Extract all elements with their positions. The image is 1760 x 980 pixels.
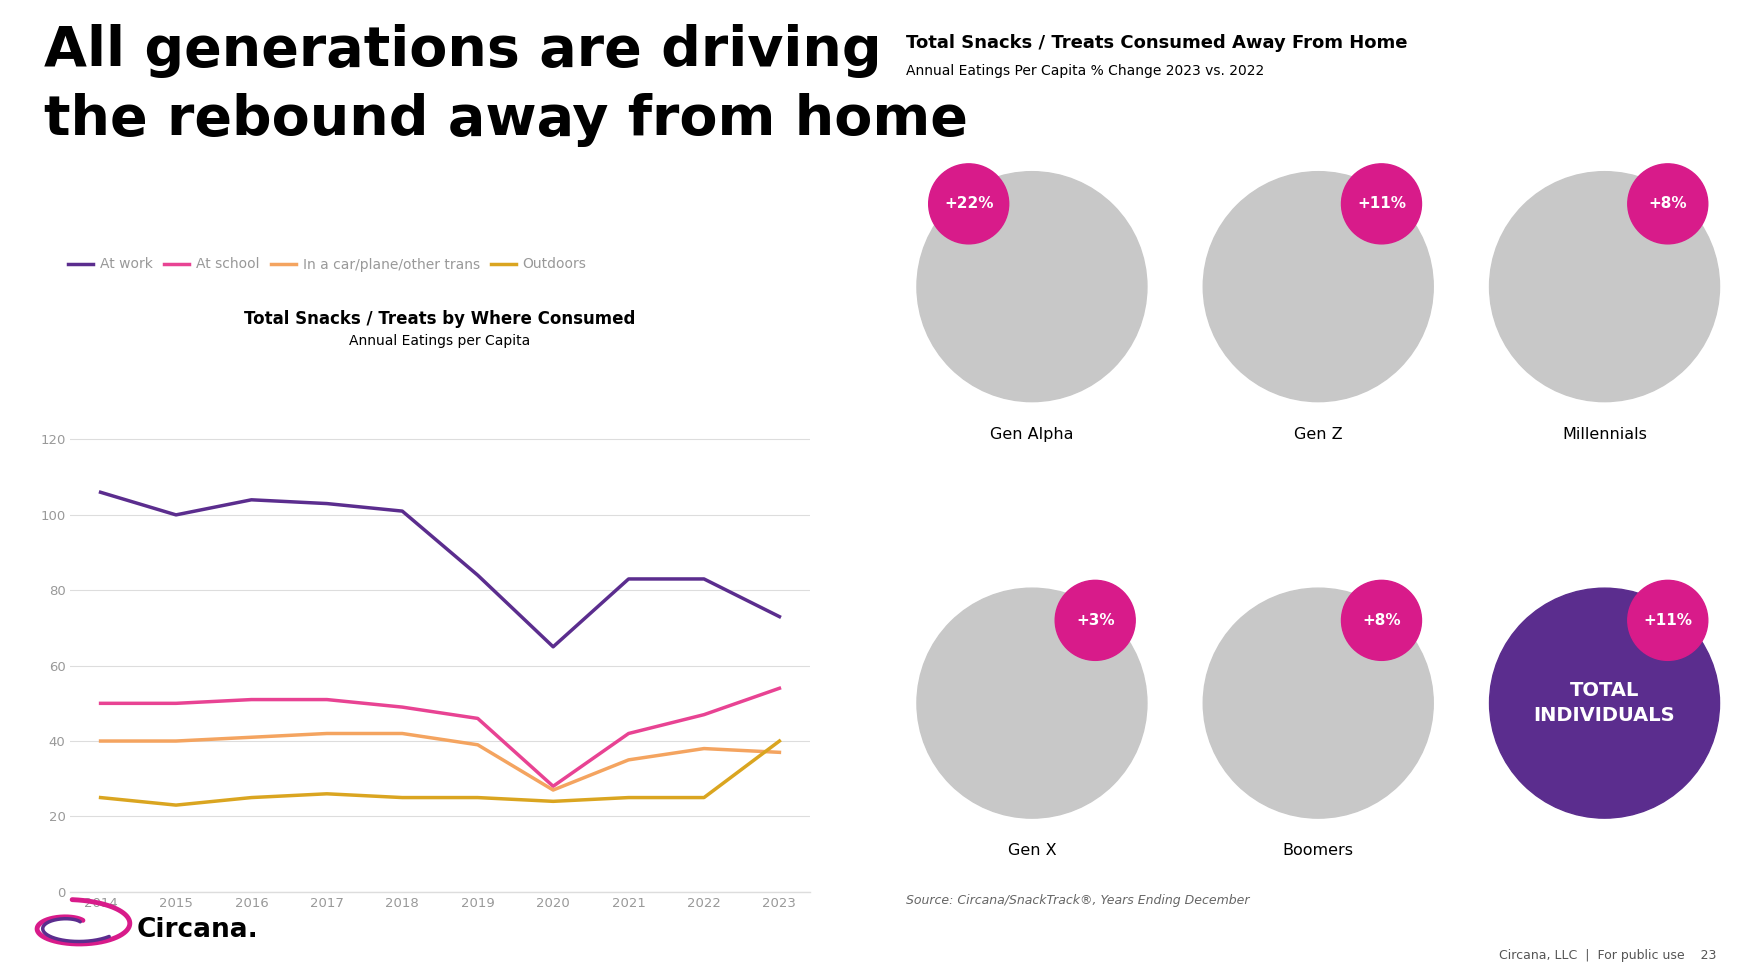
- Text: +22%: +22%: [943, 196, 993, 212]
- Text: Boomers: Boomers: [1283, 843, 1353, 858]
- Ellipse shape: [917, 172, 1148, 402]
- Ellipse shape: [1341, 164, 1422, 244]
- Text: +8%: +8%: [1649, 196, 1688, 212]
- Text: Circana, LLC  |  For public use    23: Circana, LLC | For public use 23: [1498, 950, 1716, 962]
- Text: Annual Eatings per Capita: Annual Eatings per Capita: [350, 334, 530, 348]
- Text: Gen X: Gen X: [1008, 843, 1056, 858]
- Ellipse shape: [1628, 164, 1707, 244]
- Legend: At work, At school, In a car/plane/other trans, Outdoors: At work, At school, In a car/plane/other…: [63, 252, 591, 277]
- Text: Gen Alpha: Gen Alpha: [991, 426, 1074, 442]
- Ellipse shape: [1628, 580, 1707, 661]
- Text: Annual Eatings Per Capita % Change 2023 vs. 2022: Annual Eatings Per Capita % Change 2023 …: [906, 64, 1265, 77]
- Text: Circana.: Circana.: [136, 916, 259, 943]
- Text: +11%: +11%: [1357, 196, 1406, 212]
- Ellipse shape: [1204, 588, 1433, 818]
- Text: +8%: +8%: [1362, 612, 1401, 628]
- Text: Total Snacks / Treats by Where Consumed: Total Snacks / Treats by Where Consumed: [245, 311, 635, 328]
- Ellipse shape: [917, 588, 1148, 818]
- Text: Gen Z: Gen Z: [1294, 426, 1343, 442]
- Text: the rebound away from home: the rebound away from home: [44, 93, 968, 147]
- Ellipse shape: [1489, 588, 1720, 818]
- Ellipse shape: [1204, 172, 1433, 402]
- Ellipse shape: [1056, 580, 1135, 661]
- Text: All generations are driving: All generations are driving: [44, 24, 882, 78]
- Text: Total Snacks / Treats Consumed Away From Home: Total Snacks / Treats Consumed Away From…: [906, 34, 1408, 52]
- Ellipse shape: [1489, 172, 1720, 402]
- Text: TOTAL
INDIVIDUALS: TOTAL INDIVIDUALS: [1533, 681, 1676, 725]
- Text: +11%: +11%: [1644, 612, 1693, 628]
- Ellipse shape: [929, 164, 1008, 244]
- Text: Source: Circana/SnackTrack®, Years Ending December: Source: Circana/SnackTrack®, Years Endin…: [906, 894, 1250, 906]
- Text: +3%: +3%: [1075, 612, 1114, 628]
- Ellipse shape: [1341, 580, 1422, 661]
- Text: Millennials: Millennials: [1563, 426, 1647, 442]
